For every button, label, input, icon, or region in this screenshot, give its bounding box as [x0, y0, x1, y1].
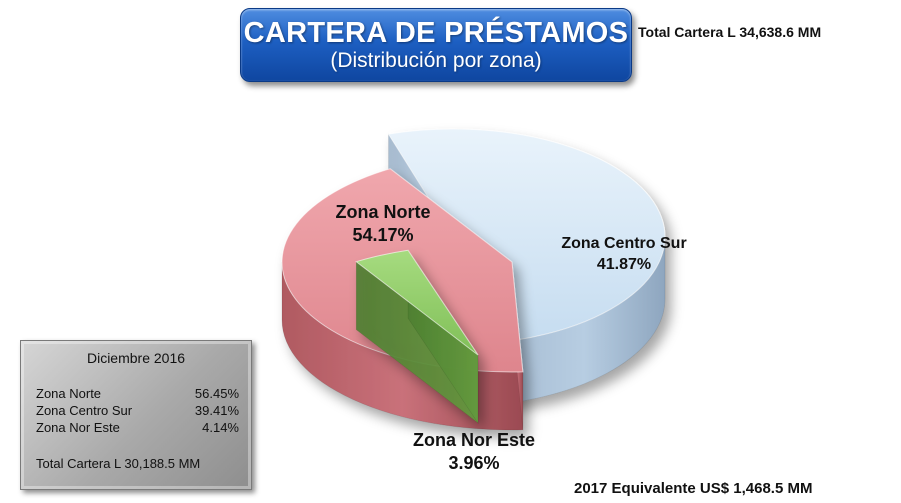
december-row-value: 39.41%: [194, 403, 239, 418]
december-row-name: Zona Centro Sur: [36, 403, 133, 418]
slice-label: Zona Nor Este: [413, 430, 535, 450]
slice-value-label: 41.87%: [597, 256, 651, 273]
chart-title: CARTERA DE PRÉSTAMOS: [243, 17, 629, 49]
chart-subtitle: (Distribución por zona): [330, 49, 542, 72]
december-box-title: Diciembre 2016: [86, 350, 186, 366]
slice-label: Zona Centro Sur: [561, 235, 686, 252]
december-row-value: 56.45%: [194, 386, 239, 401]
slice-value-label: 54.17%: [352, 225, 413, 245]
december-row-value: 4.14%: [202, 420, 239, 435]
title-banner: CARTERA DE PRÉSTAMOS (Distribución por z…: [240, 8, 632, 82]
slice-label: Zona Norte: [335, 202, 430, 222]
slice-zona-nor-este: [355, 249, 479, 424]
december-total-cartera: Total Cartera L 30,188.5 MM: [36, 456, 201, 471]
slice-value-label: 3.96%: [448, 453, 499, 473]
total-cartera-label: Total Cartera L 34,638.6 MM: [638, 24, 822, 40]
december-2016-box: Diciembre 2016 Zona Norte 56.45% Zona Ce…: [20, 340, 252, 490]
december-row-name: Zona Norte: [36, 386, 102, 401]
equivalente-usd-label: 2017 Equivalente US$ 1,468.5 MM: [574, 480, 813, 497]
december-row-name: Zona Nor Este: [36, 420, 120, 435]
